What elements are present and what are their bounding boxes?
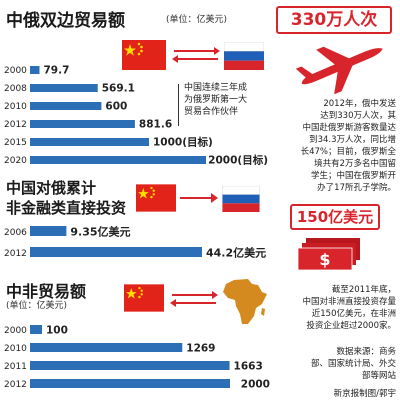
tourists-line: 到34.3万人次，同比增 [309,135,396,145]
china-flag-3 [124,284,164,316]
value-label: 9.35亿美元 [70,225,130,239]
investment-badge: 150亿美元 [290,204,380,230]
year-label: 2000 [4,66,27,76]
bar [30,226,67,236]
invest-line: 近150亿美元，在非洲 [311,309,396,319]
year-label: 2011 [4,362,27,372]
value-label: 1269 [186,343,215,355]
africa-map-icon [222,278,268,330]
year-label: 2006 [4,228,27,238]
russia-flag-2 [222,185,260,216]
tourists-line: 办了17所孔子学院。 [317,183,396,193]
bar [30,379,230,388]
annotation-bracket [178,84,181,126]
value-label: 2000 [241,379,270,391]
invest-line: 截至2011年底， [331,285,396,295]
value-label: 79.7 [43,65,69,77]
value-label: 881.6 [139,119,172,131]
bar [30,120,135,128]
note-line: 中国连续三年成 [184,83,248,93]
bar [30,361,230,370]
chart3-unit: (单位：亿美元) [6,301,68,311]
invest-line: 中国对非洲直接投资存量 [302,297,396,307]
year-label: 2000 [4,326,27,336]
airplane-icon [290,38,390,98]
value-label: 100 [46,325,68,337]
bar [30,84,98,92]
tourists-line: 长47%；目前，俄罗斯全 [300,147,396,157]
banknotes-icon: $ [296,236,366,280]
chart2-title-line: 中国对俄累计 [6,179,97,197]
year-label: 2012 [4,249,27,259]
year-label: 2008 [4,84,27,94]
tourists-line: 达到330万人次，其 [320,111,396,121]
tourists-line: 境共有2万多名中国留 [314,159,396,169]
tourists-text: 2012年，俄中发送 达到330万人次，其 中国赴俄罗斯游客数量达 到34.3万… [292,98,396,194]
bar [30,138,149,146]
source-line: 数据来源：商务 [336,347,396,357]
chart2-title-line: 非金融类直接投资 [6,199,127,217]
tourists-line: 学生；中国在俄罗斯开 [310,171,396,181]
tourists-line: 2012年，俄中发送 [323,99,396,109]
source-line: 部等网站 [361,371,396,381]
year-label: 2015 [4,138,27,148]
note-line: 贸易合作伙伴 [184,107,239,117]
value-label: 44.2亿美元 [206,246,266,260]
credit-text: 新京报制图/郭宇 [333,389,396,399]
trade-partner-note: 中国连续三年成 为俄罗斯第一大 贸易合作伙伴 [184,82,260,118]
invest-line: 投资企业超过2000家。 [306,321,396,331]
svg-text:$: $ [319,250,330,269]
bar [30,325,42,334]
year-label: 2012 [4,120,27,130]
value-label: 1000(目标) [153,136,213,149]
source-text: 数据来源：商务 部、国家统计局、外交 部等网站 [292,346,396,382]
tourists-line: 中国赴俄罗斯游客数量达 [302,123,396,133]
chart1-unit: (单位：亿美元) [166,15,228,25]
bar [30,156,206,164]
china-flag-2 [136,184,176,216]
tourists-badge: 330万人次 [276,6,392,34]
chart1-title: 中俄双边贸易额 [6,11,125,31]
investment-text: 截至2011年底， 中国对非洲直接投资存量 近150亿美元，在非洲 投资企业超过… [262,284,396,332]
year-label: 2020 [4,156,27,166]
value-label: 600 [105,101,127,113]
exchange-arrows-icon-1 [172,44,220,70]
value-label: 1663 [234,361,263,373]
bar [30,247,202,257]
bar [30,343,183,352]
value-label: 569.1 [102,83,135,95]
year-label: 2010 [4,344,27,354]
chart2-title: 中国对俄累计 非金融类直接投资 [6,178,126,218]
china-flag-1 [122,40,166,74]
right-arrow-icon [180,190,218,209]
note-line: 为俄罗斯第一大 [184,95,248,105]
source-line: 部、国家统计局、外交 [310,359,396,369]
value-label: 2000(目标) [208,154,268,167]
year-label: 2012 [4,380,27,390]
year-label: 2010 [4,102,27,112]
bar [30,102,102,110]
chart3-title: 中非贸易额 [6,282,87,301]
exchange-arrows-icon-2 [170,288,218,314]
bar [30,66,40,74]
